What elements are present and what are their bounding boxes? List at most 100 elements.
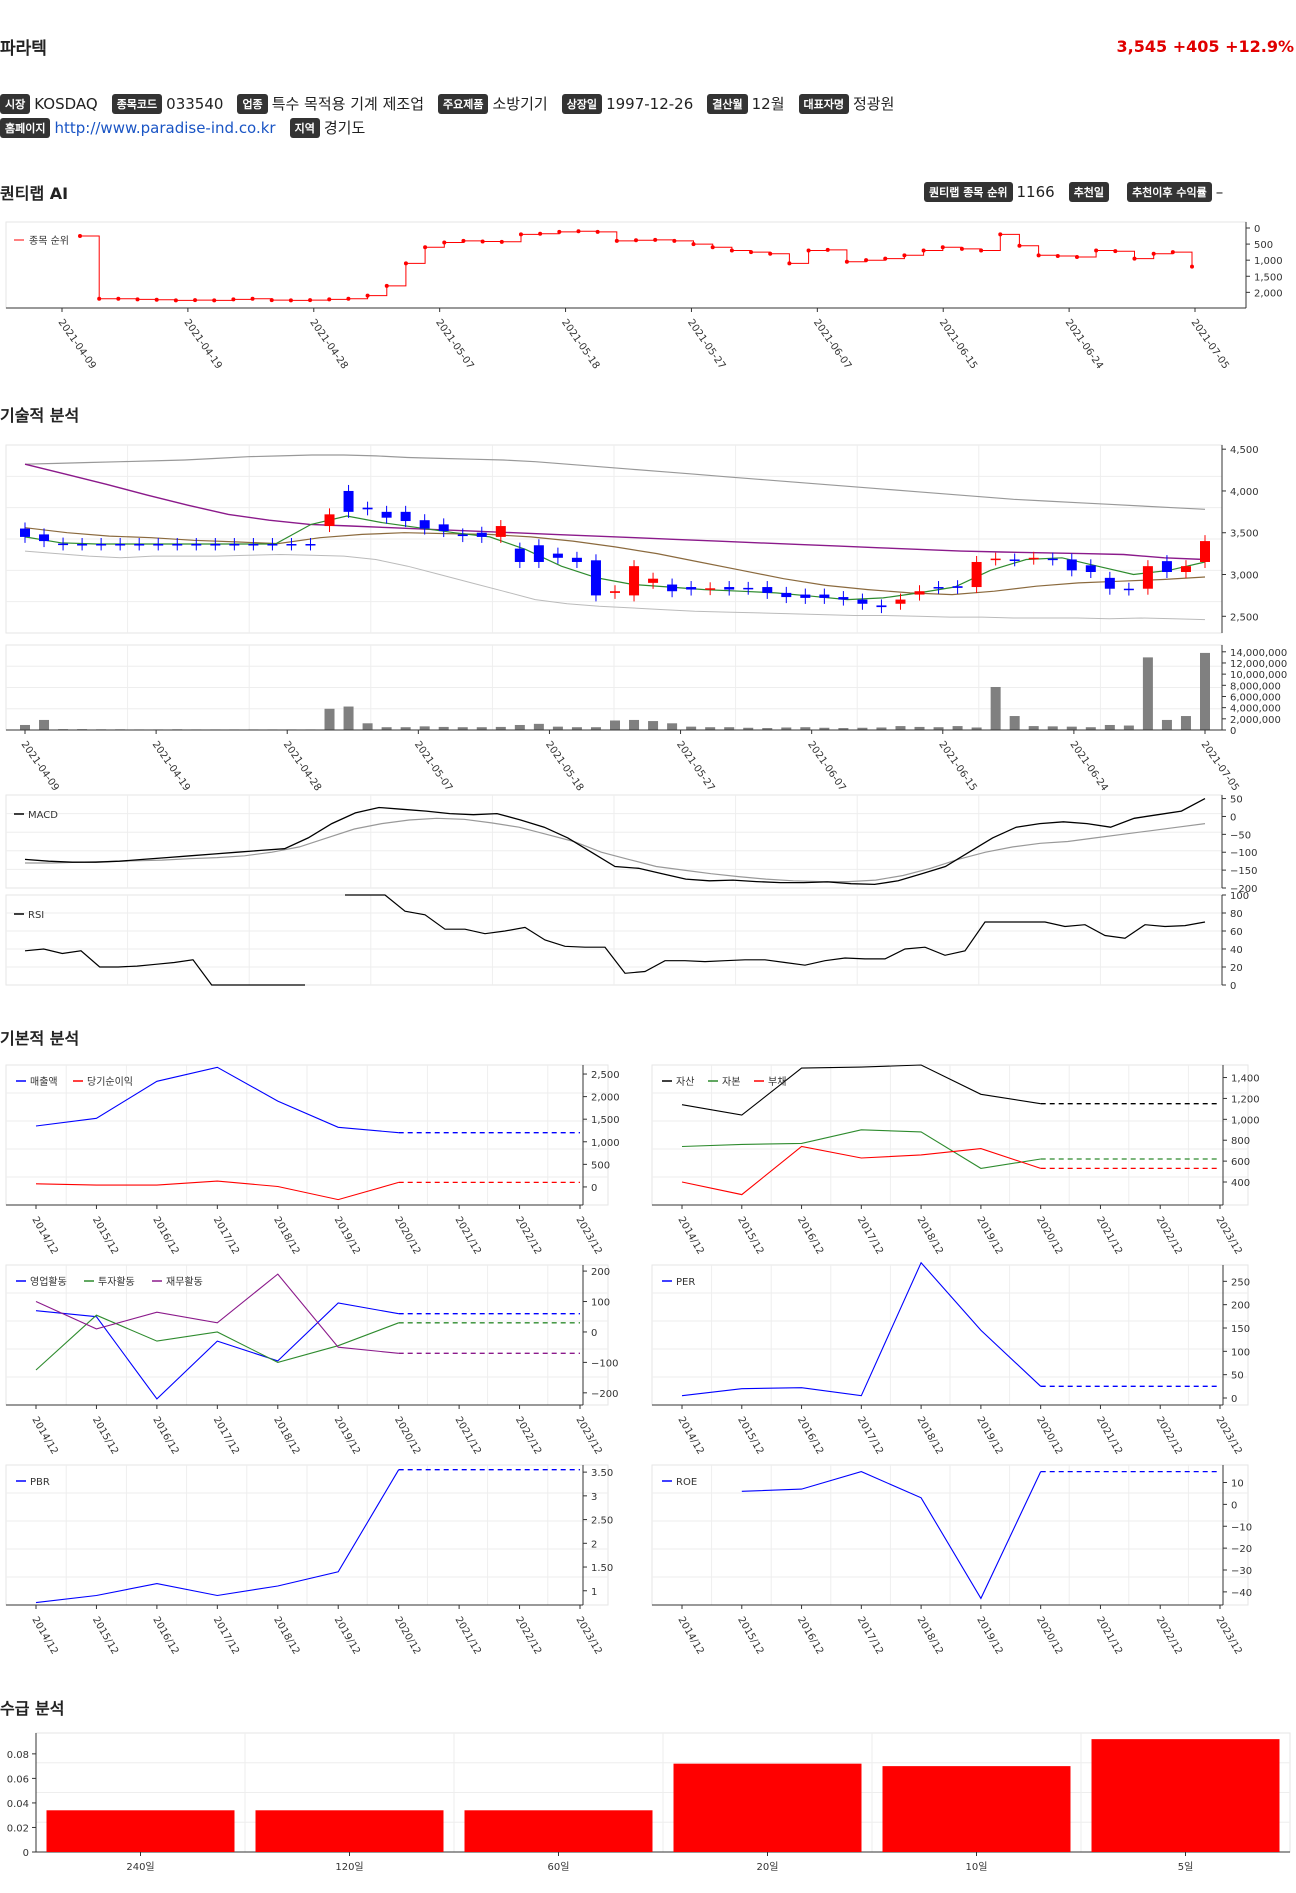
price-change-pct: +12.9% xyxy=(1225,37,1294,56)
rank-point xyxy=(250,296,255,301)
x-tick-label: 2017/12 xyxy=(855,1615,885,1656)
flow-bar xyxy=(255,1810,444,1852)
rank-point xyxy=(1094,248,1099,253)
volume-bar xyxy=(990,686,1001,730)
y-tick-label: 100 xyxy=(1230,891,1249,902)
volume-bar xyxy=(914,726,925,730)
candle-body xyxy=(172,544,183,546)
x-tick-label: 2018/12 xyxy=(271,1615,301,1656)
y-tick-label: 2.50 xyxy=(591,1516,613,1527)
industry-value: 특수 목적용 기계 제조업 xyxy=(271,95,424,113)
listing-badge: 상장일 xyxy=(561,93,603,114)
y-tick-label: −200 xyxy=(591,1389,618,1400)
volume-bar xyxy=(971,727,982,730)
y-tick-label: 250 xyxy=(1231,1277,1250,1288)
legend-label: 영업활동 xyxy=(30,1275,67,1288)
flow-bar xyxy=(464,1810,653,1852)
candle-body xyxy=(990,558,1001,561)
x-tick-label: 2016/12 xyxy=(150,1615,180,1656)
series-line-0 xyxy=(35,1469,400,1604)
x-tick-label: 240일 xyxy=(126,1861,154,1873)
candle-body xyxy=(476,532,487,537)
y-tick-label: 0.06 xyxy=(7,1774,29,1785)
volume-bar xyxy=(343,706,354,730)
rank-point xyxy=(1036,253,1041,258)
rank-point xyxy=(576,229,581,234)
price-change: +405 xyxy=(1172,37,1220,56)
candle-body xyxy=(39,534,50,542)
x-tick-label: 2021/12 xyxy=(453,1615,483,1656)
candle-body xyxy=(552,553,563,558)
volume-bar xyxy=(1142,657,1153,730)
y-tick-label: −10 xyxy=(1231,1522,1252,1533)
volume-bar xyxy=(838,728,849,730)
volume-bar xyxy=(781,727,792,730)
candle-body xyxy=(629,566,640,596)
x-tick-label: 2021-05-07 xyxy=(433,317,475,371)
x-tick-label: 2016/12 xyxy=(795,1615,825,1656)
region-value: 경기도 xyxy=(323,119,366,137)
x-tick-label: 2020/12 xyxy=(392,1415,422,1456)
pbr-chart: 3.50 3 2.50 2 1.50 1 2014/12 2015/12 2016/12 2017… xyxy=(5,1464,613,1656)
series-line-2 xyxy=(35,1273,399,1354)
x-tick-label: 2021-07-05 xyxy=(1189,317,1231,371)
candle-body xyxy=(857,599,868,604)
series-line-2 xyxy=(681,1145,1041,1196)
ai-stats: 퀀티랩 종목 순위 1166 추천일 추천이후 수익률 – xyxy=(924,182,1223,202)
rank-chart: 0 500 1,000 1,500 2,000 2021-04-09 2021-04-19 2… xyxy=(5,221,1283,371)
x-tick-label: 2021-07-05 xyxy=(1199,739,1241,793)
rank-point xyxy=(883,256,888,261)
x-tick-label: 2015/12 xyxy=(90,1615,120,1656)
rank-point xyxy=(806,248,811,253)
volume-bar xyxy=(819,727,830,730)
stock-info-row-1: 시장 KOSDAQ 종목코드 033540 업종 특수 목적용 기계 제조업 주… xyxy=(0,93,908,114)
y-tick-label: 40 xyxy=(1230,945,1243,956)
rank-point xyxy=(212,298,217,303)
candle-body xyxy=(153,544,164,546)
rec-return-value: – xyxy=(1215,183,1224,201)
legend-label: 당기순이익 xyxy=(87,1076,133,1088)
y-tick-label: 500 xyxy=(1254,240,1273,251)
y-tick-label: 0.02 xyxy=(7,1823,29,1834)
candle-body xyxy=(96,544,107,546)
volume-bar xyxy=(1200,652,1210,730)
fiscal-badge: 결산월 xyxy=(707,93,748,114)
rank-point xyxy=(825,247,830,252)
rank-point xyxy=(346,296,351,301)
product-badge: 주요제품 xyxy=(438,93,489,114)
y-tick-label: 1,000 xyxy=(1254,256,1283,267)
candle-body xyxy=(914,591,925,595)
legend-label: 부채 xyxy=(768,1076,786,1088)
macd-signal-line xyxy=(25,817,1206,883)
flow-bar xyxy=(46,1810,235,1852)
rank-line xyxy=(80,230,1193,301)
rank-point xyxy=(979,248,984,253)
rank-value: 1166 xyxy=(1016,183,1055,201)
y-tick-label: 4,000,000 xyxy=(1230,704,1281,715)
ceo-value: 정광원 xyxy=(853,95,895,113)
y-tick-label: 2,000,000 xyxy=(1230,715,1281,726)
x-tick-label: 2020/12 xyxy=(1034,1215,1064,1256)
y-tick-label: 1,200 xyxy=(1231,1094,1260,1105)
y-tick-label: 500 xyxy=(591,1160,610,1171)
candle-body xyxy=(1104,577,1115,589)
legend-label: 매출액 xyxy=(30,1076,58,1088)
x-tick-label: 2021-05-18 xyxy=(543,739,585,793)
homepage-link[interactable]: http://www.paradise-ind.co.kr xyxy=(54,118,276,137)
y-tick-label: 12,000,000 xyxy=(1230,659,1287,670)
ceo-badge: 대표자명 xyxy=(798,93,849,114)
y-tick-label: 400 xyxy=(1231,1178,1250,1189)
flow-bar xyxy=(673,1763,862,1852)
y-tick-label: 80 xyxy=(1230,909,1243,920)
y-tick-label: 14,000,000 xyxy=(1230,648,1287,659)
volume-bar xyxy=(438,726,449,730)
x-tick-label: 2014/12 xyxy=(29,1215,59,1256)
volume-bar xyxy=(933,727,944,730)
y-tick-label: 3,000 xyxy=(1230,571,1259,582)
candle-body xyxy=(686,587,697,590)
candle-body xyxy=(838,597,849,600)
x-tick-label: 2021-06-15 xyxy=(937,317,979,371)
volume-bar xyxy=(571,727,582,730)
series-line-0 xyxy=(741,1471,1042,1600)
volume-bar xyxy=(1161,719,1172,730)
